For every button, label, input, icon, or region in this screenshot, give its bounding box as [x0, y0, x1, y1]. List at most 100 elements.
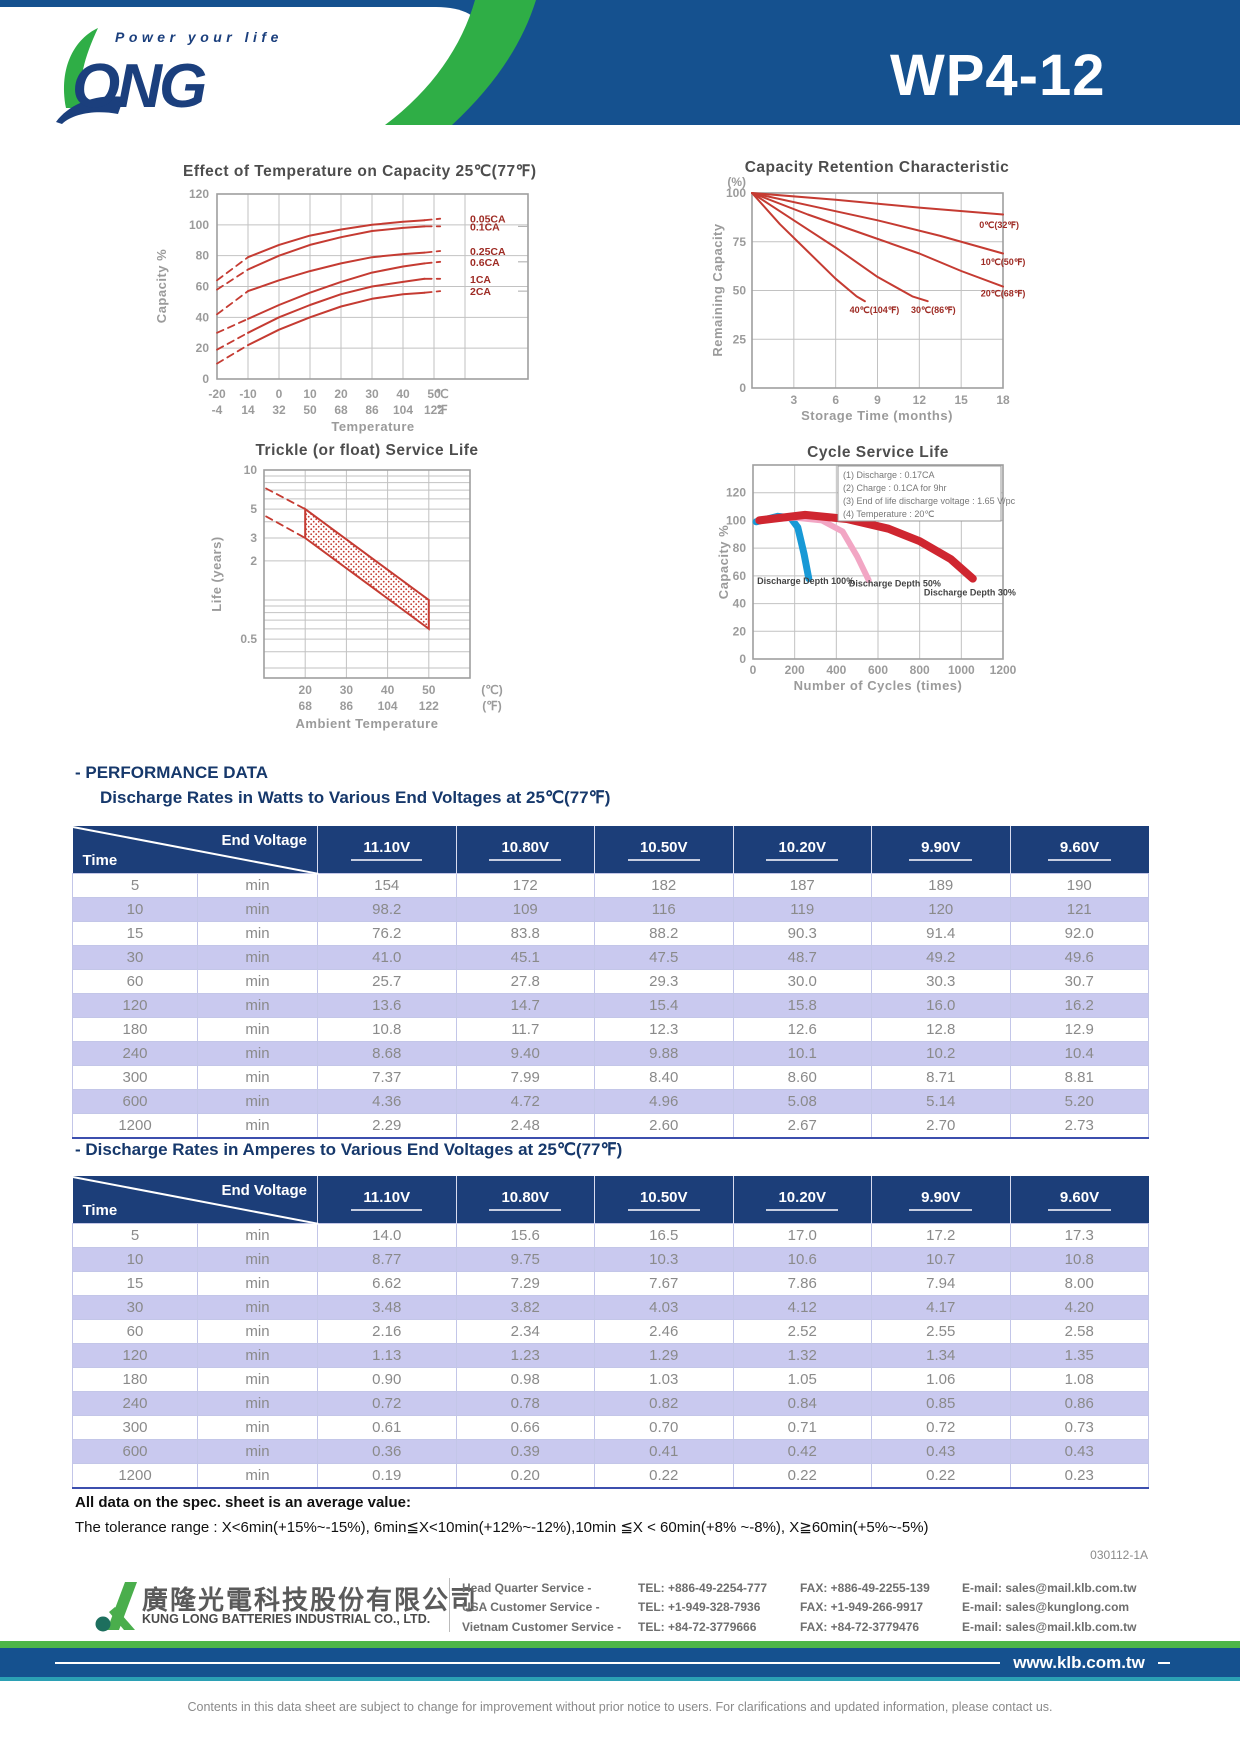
series-label: 10℃(50℉) — [981, 257, 1026, 267]
table-cell: min — [197, 1223, 318, 1248]
table-cell: 0.61 — [317, 1415, 457, 1440]
table-cell: 154 — [317, 873, 457, 898]
table-cell: 2.73 — [1009, 1113, 1149, 1139]
chart-line — [751, 192, 1004, 288]
table-cell: 0.36 — [317, 1439, 457, 1464]
voltage-label: 9.60V — [1047, 1189, 1112, 1211]
table-cell: 2.55 — [871, 1319, 1011, 1344]
table-cell: 49.6 — [1009, 945, 1149, 970]
table-cell: 8.40 — [594, 1065, 734, 1090]
table-cell: 0.84 — [732, 1391, 872, 1416]
table-cell: min — [197, 897, 318, 922]
table-cell: 17.3 — [1009, 1223, 1149, 1248]
table-cell: 8.71 — [871, 1065, 1011, 1090]
table-cell: 6.62 — [317, 1271, 457, 1296]
table-cell: min — [197, 1391, 318, 1416]
table-cell: 1200 — [72, 1113, 198, 1139]
table-cell: 10.7 — [871, 1247, 1011, 1272]
table-cell: 11.7 — [455, 1017, 595, 1042]
chart-note: (2) Charge : 0.1CA for 9hr — [843, 483, 947, 493]
table-cell: 0.19 — [317, 1463, 457, 1489]
voltage-column-header: 10.50V — [594, 1176, 733, 1224]
chart-title: Effect of Temperature on Capacity 25℃(77… — [183, 163, 536, 180]
table-cell: 5.14 — [871, 1089, 1011, 1114]
voltage-label: 10.80V — [489, 1189, 562, 1211]
table-cell: 88.2 — [594, 921, 734, 946]
table-cell: min — [197, 993, 318, 1018]
table-cell: 10.8 — [1009, 1247, 1149, 1272]
table-row: 30 min 41.0 45.1 47.5 48.7 49.2 49.6 — [72, 945, 1149, 970]
table-cell: 8.77 — [317, 1247, 457, 1272]
table-cell: 15 — [72, 921, 198, 946]
table-cell: 83.8 — [455, 921, 595, 946]
green-bar — [0, 1641, 1240, 1648]
table-cell: 2.60 — [594, 1113, 734, 1139]
table-cell: min — [197, 921, 318, 946]
table-cell: 98.2 — [317, 897, 457, 922]
voltage-label: 10.20V — [766, 1189, 839, 1211]
model-number: WP4-12 — [890, 43, 1106, 108]
table-cell: 0.20 — [455, 1463, 595, 1489]
y-tick: 60 — [733, 569, 747, 583]
voltage-column-header: 10.20V — [732, 1176, 872, 1224]
table-cell: 0.66 — [455, 1415, 595, 1440]
table-cell: 30 — [72, 1295, 198, 1320]
chart-line — [247, 277, 426, 334]
table-cell: 187 — [732, 873, 872, 898]
y-tick: 0 — [739, 652, 746, 666]
table-cell: 76.2 — [317, 921, 457, 946]
note-tolerance: The tolerance range : X<6min(+15%~-15%),… — [75, 1519, 929, 1536]
series-label: 40℃(104℉) — [850, 305, 900, 315]
y-tick: 60 — [196, 280, 210, 294]
table-cell: min — [197, 1295, 318, 1320]
table-cell: 17.0 — [732, 1223, 872, 1248]
table-cell: 1.32 — [732, 1343, 872, 1368]
table-cell: 0.90 — [317, 1367, 457, 1392]
table-cell: 47.5 — [594, 945, 734, 970]
fahrenheit-unit: ℉ — [436, 403, 447, 417]
x-tick-f: 86 — [365, 403, 379, 417]
teal-rule — [0, 1677, 1240, 1681]
table-cell: 0.73 — [1009, 1415, 1149, 1440]
celsius-unit: (℃) — [481, 683, 502, 697]
table-row: 5 min 14.0 15.6 16.5 17.0 17.2 17.3 — [72, 1223, 1149, 1248]
chart-cycle-life: Cycle Service Life 0 20 40 60 80 100 120 Capacit… — [640, 393, 1100, 708]
contact-tel: TEL: +1-949-328-7936 — [638, 1600, 761, 1615]
table-cell: 10.6 — [732, 1247, 872, 1272]
table-row: 180 min 10.8 11.7 12.3 12.6 12.8 12.9 — [72, 1017, 1149, 1042]
chart-note: (3) End of life discharge voltage : 1.65… — [843, 496, 1016, 506]
voltage-label: 10.20V — [766, 839, 839, 861]
table-cell: 15.8 — [732, 993, 872, 1018]
y-tick: 3 — [250, 531, 257, 545]
voltage-label: 10.50V — [627, 1189, 700, 1211]
table-cell: 0.39 — [455, 1439, 595, 1464]
y-tick: 25 — [733, 332, 747, 346]
chart-line — [216, 331, 249, 351]
chart-line — [265, 487, 307, 510]
table-cell: 4.12 — [732, 1295, 872, 1320]
x-axis-label: Ambient Temperature — [296, 716, 439, 731]
table-cell: 15.4 — [594, 993, 734, 1018]
corner-cell: End Voltage Time — [72, 1176, 319, 1225]
y-axis-label: Capacity % — [154, 249, 169, 323]
brand-logo-graphic: Power your life ONG — [0, 0, 536, 125]
website-link[interactable]: www.klb.com.tw — [1000, 1651, 1158, 1675]
table-cell: 120 — [72, 1343, 198, 1368]
y-tick: 0.5 — [240, 632, 257, 646]
table-cell: 1.35 — [1009, 1343, 1149, 1368]
table-cell: 7.37 — [317, 1065, 457, 1090]
table-row: 15 min 76.2 83.8 88.2 90.3 91.4 92.0 — [72, 921, 1149, 946]
table-cell: 1.34 — [871, 1343, 1011, 1368]
table-cell: 300 — [72, 1415, 198, 1440]
table-cell: 5 — [72, 1223, 198, 1248]
table-cell: 10 — [72, 1247, 198, 1272]
brand-tagline-svg: Power your life — [115, 29, 283, 45]
voltage-column-header: 10.50V — [594, 826, 733, 874]
x-axis-label: Storage Time (months) — [801, 408, 953, 423]
table-cell: 0.70 — [594, 1415, 734, 1440]
x-tick-c: 30 — [365, 387, 379, 401]
contact-block: Head Quarter Service - TEL: +886-49-2254-… — [462, 1575, 1162, 1635]
disclaimer-text: Contents in this data sheet are subject … — [187, 1700, 1053, 1714]
chart-line — [216, 256, 249, 282]
